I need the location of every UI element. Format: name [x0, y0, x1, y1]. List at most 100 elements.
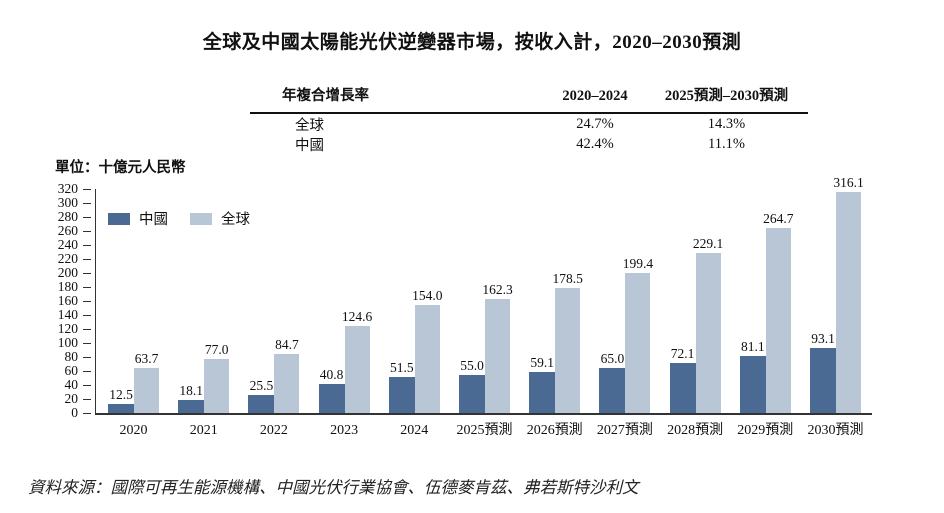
cagr-table-header-row: 年複合增長率 2020–2024 2025預測–2030預測: [250, 84, 808, 114]
y-tick-label: 0: [71, 405, 78, 420]
bar-value-label: 55.0: [460, 357, 484, 373]
bar-value-label: 84.7: [275, 336, 299, 352]
y-tick-mark: [83, 230, 91, 232]
bar-china: [318, 384, 345, 413]
y-tick-label: 80: [64, 349, 79, 364]
y-tick-label: 280: [57, 209, 78, 224]
x-axis-label: 2020: [119, 423, 148, 438]
y-tick-mark: [83, 398, 91, 400]
bar-global: [555, 288, 581, 413]
y-tick-mark: [83, 314, 91, 316]
bar-value-label: 72.1: [670, 345, 695, 361]
bar-value-label: 199.4: [622, 256, 654, 272]
x-axis-label: 2030預測: [807, 423, 864, 438]
bar-global: [695, 252, 721, 413]
bar-value-label: 63.7: [134, 351, 159, 367]
cagr-row-china-period2: 11.1%: [708, 135, 745, 152]
bar-china: [108, 404, 134, 413]
legend-label-global: 全球: [221, 212, 250, 228]
bar-value-label: 12.5: [109, 387, 133, 403]
x-axis-line: [95, 413, 872, 415]
chart-title: 全球及中國太陽能光伏逆變器市場，按收入計，2020–2030預測: [202, 32, 742, 53]
cagr-header-label: 年複合增長率: [282, 88, 369, 104]
y-tick-label: 120: [57, 321, 78, 336]
bar-value-label: 51.5: [389, 359, 414, 375]
bar-value-label: 264.7: [763, 210, 794, 226]
bar-global: [204, 359, 230, 413]
bar-value-label: 81.1: [740, 339, 765, 355]
bar-value-label: 316.1: [833, 174, 864, 190]
bar-value-label: 65.0: [600, 350, 625, 366]
y-tick-mark: [83, 342, 91, 344]
bar-value-label: 77.0: [204, 342, 229, 358]
cagr-row-global-label: 全球: [295, 117, 324, 134]
bar-global: [485, 299, 510, 413]
y-tick-mark: [83, 328, 91, 330]
y-tick-label: 180: [57, 279, 78, 294]
chart-legend: 中國 全球: [108, 208, 250, 229]
y-tick-label: 140: [57, 307, 78, 322]
bar-china: [459, 374, 485, 413]
bar-global: [344, 325, 370, 413]
y-tick-mark: [83, 412, 91, 414]
bar-global: [274, 353, 300, 413]
unit-label: 單位：十億元人民幣: [55, 160, 186, 176]
y-axis-line: [95, 189, 96, 413]
bar-value-label: 154.0: [412, 288, 443, 304]
bar-value-label: 18.1: [179, 383, 203, 399]
bar-china: [178, 400, 205, 413]
bar-china: [388, 376, 415, 413]
x-axis-label: 2026預測: [526, 423, 583, 438]
y-tick-label: 260: [57, 223, 78, 238]
x-axis-label: 2028預測: [667, 423, 724, 438]
bar-global: [625, 273, 651, 413]
bar-value-label: 229.1: [692, 235, 724, 251]
y-tick-label: 60: [64, 363, 79, 378]
bar-global: [414, 305, 440, 413]
y-tick-mark: [83, 370, 91, 372]
y-tick-mark: [83, 216, 91, 218]
y-tick-label: 100: [57, 335, 78, 350]
bar-value-label: 59.1: [530, 354, 554, 370]
y-tick-label: 320: [57, 181, 78, 196]
source-note: 資料來源：國際可再生能源機構、中國光伏行業協會、伍德麥肯茲、弗若斯特沙利文: [28, 478, 639, 497]
cagr-row-china-label: 中國: [295, 137, 324, 154]
legend-item-global: 全球: [190, 208, 250, 229]
y-tick-mark: [83, 258, 91, 260]
cagr-row-global-period1: 24.7%: [576, 115, 614, 132]
bar-value-label: 178.5: [552, 271, 583, 287]
x-axis-label: 2021: [189, 423, 218, 438]
x-axis-label: 2027預測: [596, 423, 653, 438]
bar-china: [529, 371, 556, 413]
cagr-row-china: 中國 42.4% 11.1%: [250, 134, 808, 154]
cagr-header-period2: 2025預測–2030預測: [664, 88, 789, 104]
bar-china: [599, 367, 626, 413]
bar-china: [739, 356, 766, 413]
y-tick-mark: [83, 286, 91, 288]
bar-china: [810, 347, 836, 413]
bar-value-label: 124.6: [341, 308, 373, 324]
y-tick-mark: [83, 202, 91, 204]
x-axis-label: 2024: [400, 423, 429, 438]
cagr-row-china-period1: 42.4%: [576, 135, 614, 152]
y-tick-label: 240: [57, 237, 78, 252]
y-tick-label: 220: [57, 251, 78, 266]
bar-value-label: 93.1: [811, 330, 835, 346]
bar-china: [669, 362, 696, 413]
bar-global: [765, 227, 791, 413]
bar-global: [134, 368, 159, 413]
legend-swatch-china: [108, 212, 130, 225]
y-tick-mark: [83, 300, 91, 302]
y-tick-mark: [83, 384, 91, 386]
legend-swatch-global: [190, 212, 212, 225]
y-tick-mark: [83, 356, 91, 358]
legend-label-china: 中國: [139, 212, 168, 228]
y-tick-label: 300: [57, 195, 78, 210]
x-axis-label: 2025預測: [456, 423, 513, 438]
y-tick-label: 200: [57, 265, 78, 280]
bar-value-label: 25.5: [249, 378, 274, 394]
cagr-row-global-period2: 14.3%: [707, 115, 746, 132]
y-tick-label: 160: [57, 293, 78, 308]
